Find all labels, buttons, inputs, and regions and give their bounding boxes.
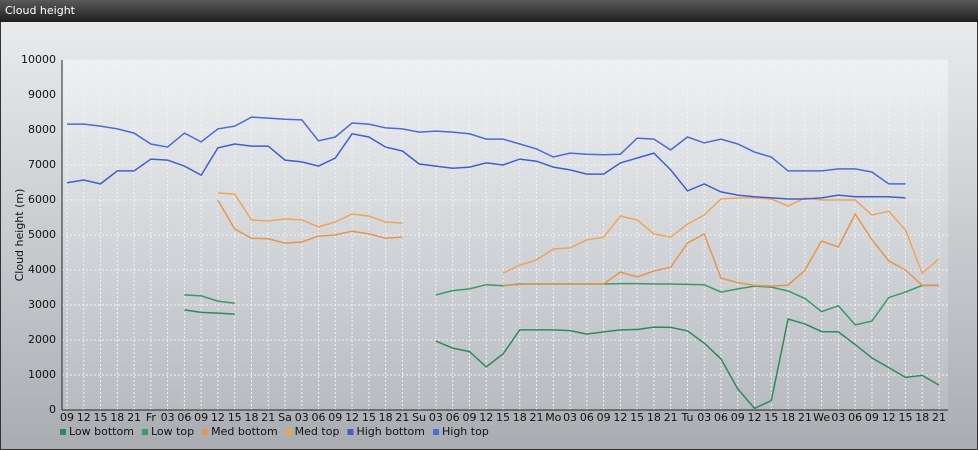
x-tick-label: 21	[395, 411, 409, 424]
x-tick-label: Fr	[146, 411, 157, 424]
x-tick-label: 18	[781, 411, 795, 424]
x-tick-label: 21	[127, 411, 141, 424]
x-tick-label: 06	[580, 411, 594, 424]
x-tick-label: 18	[110, 411, 124, 424]
legend-label: Med top	[295, 425, 340, 438]
x-tick-label: 12	[77, 411, 91, 424]
x-tick-label: 21	[530, 411, 544, 424]
x-tick-label: 18	[244, 411, 258, 424]
legend-marker	[347, 429, 354, 435]
x-tick-label: 21	[261, 411, 275, 424]
x-tick-label: 09	[60, 411, 74, 424]
x-tick-label: 12	[345, 411, 359, 424]
x-tick-label: 12	[748, 411, 762, 424]
x-tick-label: 12	[211, 411, 225, 424]
x-tick-label: 18	[379, 411, 393, 424]
y-tick-label: 6000	[28, 193, 56, 206]
x-tick-label: 09	[328, 411, 342, 424]
x-tick-label: 12	[882, 411, 896, 424]
x-tick-label: 15	[362, 411, 376, 424]
x-tick-label: 15	[496, 411, 510, 424]
x-tick-label: 06	[714, 411, 728, 424]
x-tick-label: 06	[446, 411, 460, 424]
x-tick-label: 06	[177, 411, 191, 424]
x-tick-label: 09	[194, 411, 208, 424]
x-tick-label: 03	[831, 411, 845, 424]
x-tick-label: 21	[664, 411, 678, 424]
series-line	[184, 309, 940, 410]
legend-marker	[433, 429, 439, 435]
y-tick-label: 4000	[28, 263, 56, 276]
series-line	[217, 199, 939, 287]
x-tick-label: 09	[865, 411, 879, 424]
y-tick-label: 10000	[21, 53, 56, 66]
legend-marker	[285, 429, 292, 435]
x-tick-label: Tu	[680, 411, 693, 424]
x-tick-label: Mo	[545, 411, 561, 424]
x-tick-label: 15	[764, 411, 778, 424]
x-tick-label: 09	[597, 411, 611, 424]
y-tick-label: 7000	[28, 158, 56, 171]
x-tick-label: 06	[848, 411, 862, 424]
legend-label: High bottom	[356, 425, 425, 438]
x-tick-label: 03	[161, 411, 175, 424]
legend-marker	[202, 429, 209, 435]
x-tick-label: 18	[915, 411, 929, 424]
x-tick-label: 15	[630, 411, 644, 424]
y-tick-label: 5000	[28, 228, 56, 241]
y-tick-label: 9000	[28, 88, 56, 101]
series-line	[217, 192, 940, 275]
x-tick-label: We	[813, 411, 830, 424]
x-tick-label: 21	[798, 411, 812, 424]
legend-marker	[60, 429, 66, 435]
y-tick-label: 8000	[28, 123, 56, 136]
x-tick-label: 18	[513, 411, 527, 424]
x-tick-label: 15	[228, 411, 242, 424]
x-tick-label: 09	[731, 411, 745, 424]
y-tick-label: 3000	[28, 298, 56, 311]
title-bar	[0, 0, 978, 22]
y-tick-label: 0	[49, 403, 56, 416]
legend-label: High top	[442, 425, 489, 438]
x-tick-label: Su	[412, 411, 426, 424]
x-tick-label: 12	[613, 411, 627, 424]
legend-label: Low bottom	[69, 425, 134, 438]
y-axis-label: Cloud height (m)	[13, 189, 26, 282]
legend-marker	[141, 429, 148, 435]
x-tick-label: 06	[312, 411, 326, 424]
x-tick-label: 03	[563, 411, 577, 424]
x-tick-label: 09	[462, 411, 476, 424]
x-tick-label: 18	[647, 411, 661, 424]
x-tick-label: 03	[429, 411, 443, 424]
x-tick-label: 12	[479, 411, 493, 424]
x-tick-label: Sa	[278, 411, 292, 424]
x-tick-label: 03	[295, 411, 309, 424]
x-tick-label: 15	[94, 411, 108, 424]
legend-label: Med bottom	[211, 425, 278, 438]
legend-label: Low top	[151, 425, 194, 438]
series-line	[67, 116, 906, 185]
chart-title: Cloud height	[5, 4, 76, 17]
y-tick-label: 1000	[28, 368, 56, 381]
y-tick-label: 2000	[28, 333, 56, 346]
x-tick-label: 21	[932, 411, 946, 424]
x-tick-label: 15	[898, 411, 912, 424]
x-tick-label: 03	[697, 411, 711, 424]
series-line	[66, 132, 906, 200]
